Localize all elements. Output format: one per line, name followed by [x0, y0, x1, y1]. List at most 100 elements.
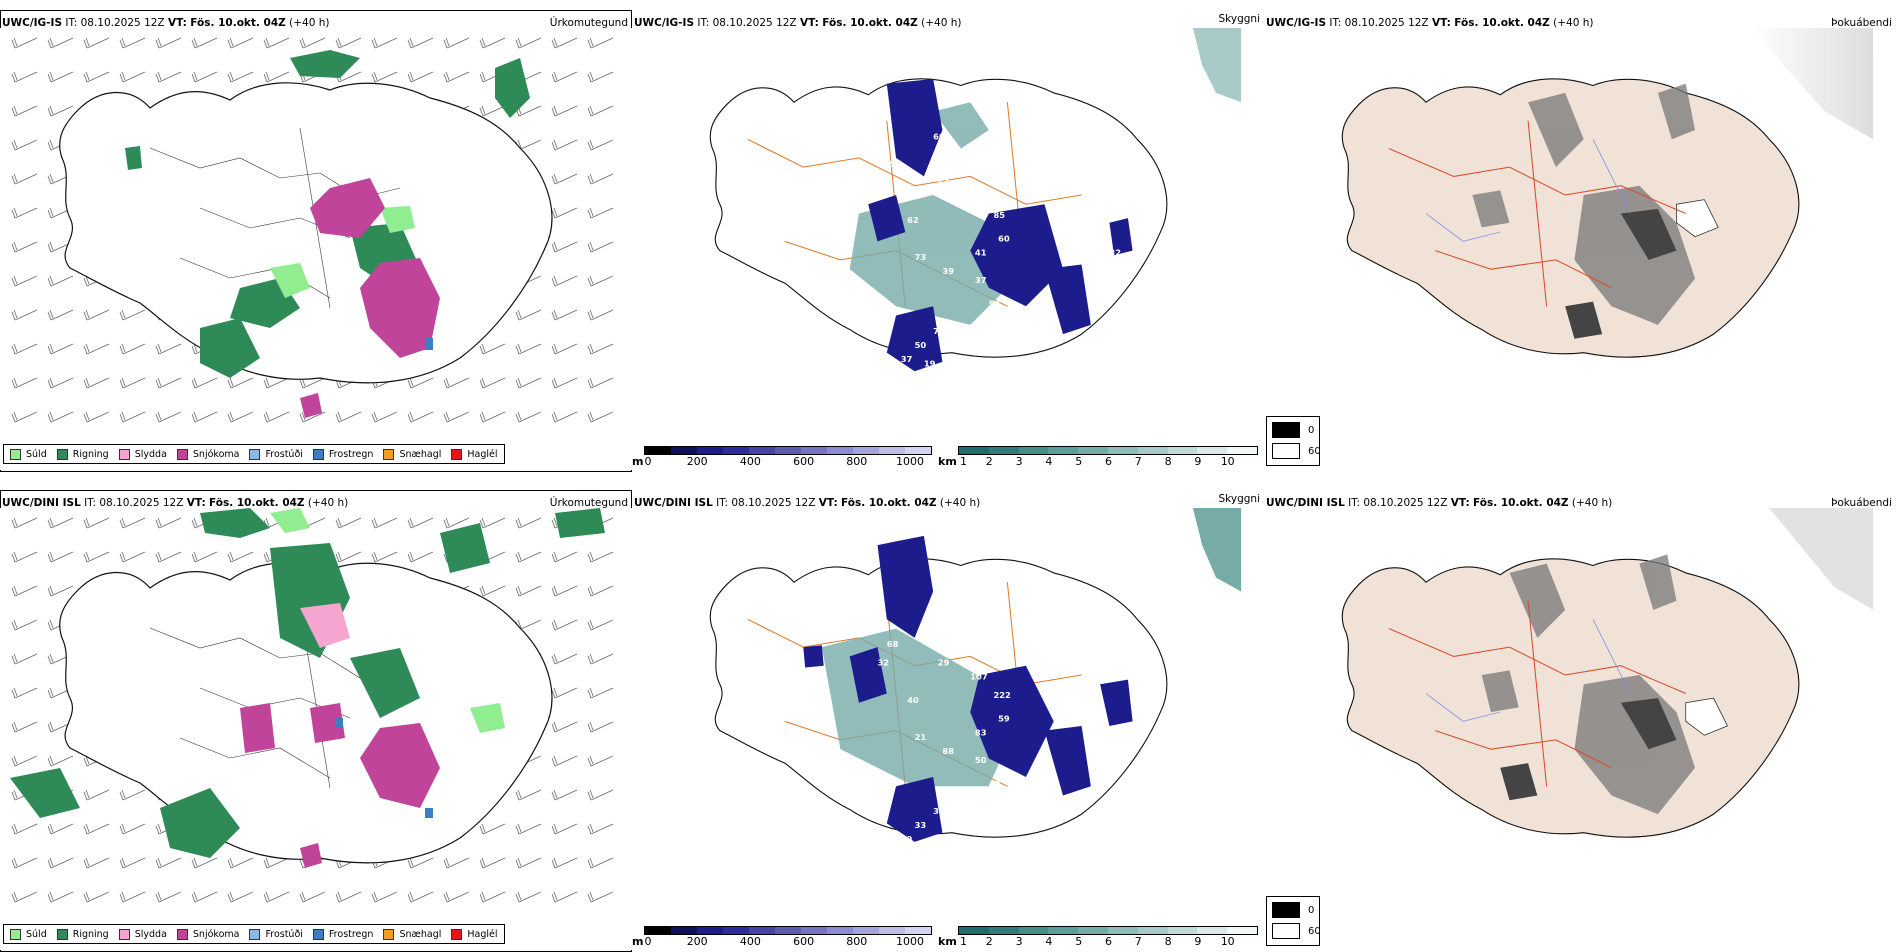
colorbar-tick: 5 — [1075, 935, 1083, 948]
wind-barb — [155, 857, 182, 869]
legend-swatch — [56, 448, 68, 460]
colorbar-segment — [1018, 447, 1049, 454]
colorbar-tick: 0 — [644, 935, 652, 948]
wind-barb — [335, 891, 362, 903]
visibility-unit: km — [938, 455, 957, 468]
road-network — [1388, 120, 1686, 307]
wind-barb — [11, 721, 38, 733]
wind-barb — [551, 343, 578, 355]
wind-barb — [263, 71, 290, 83]
wind-barb — [11, 309, 38, 321]
legend-swatch — [118, 928, 130, 940]
colorbar-tick: 3 — [1015, 455, 1023, 468]
legend-swatch — [176, 928, 188, 940]
wind-barb — [551, 105, 578, 117]
wind-barb — [11, 823, 38, 835]
wind-barb — [11, 755, 38, 767]
wind-barb — [227, 857, 254, 869]
wind-barb — [47, 891, 74, 903]
ceiling-unit: m — [632, 455, 644, 468]
wind-barb — [587, 241, 614, 253]
wind-barb — [587, 687, 614, 699]
wind-barb — [11, 241, 38, 253]
wind-barb — [479, 857, 506, 869]
wind-barb — [587, 37, 614, 49]
wind-barb — [155, 343, 182, 355]
init-label: IT: — [65, 17, 78, 29]
snow-areas — [300, 178, 440, 418]
wind-barb — [83, 71, 110, 83]
wind-barb — [587, 411, 614, 423]
wind-barb — [11, 105, 38, 117]
colorbar-tick: 8 — [1164, 455, 1172, 468]
legend-item: Snæhagl — [383, 928, 441, 940]
wind-barb — [407, 517, 434, 529]
colorbar-tick: 3 — [1015, 935, 1023, 948]
valid-label: VT: — [167, 17, 187, 29]
init-label: IT: — [716, 497, 729, 509]
model-name: UWC/DINI ISL — [634, 497, 713, 509]
legend-swatch — [383, 448, 395, 460]
wind-barb — [551, 755, 578, 767]
product-name: Úrkomutegund — [549, 17, 628, 29]
colorbar-segment — [1197, 447, 1228, 454]
wind-barb — [11, 653, 38, 665]
ceiling-label: 33 — [915, 820, 927, 830]
legend-swatch — [10, 928, 21, 940]
wind-barb — [443, 377, 470, 389]
legend-swatch — [249, 928, 261, 940]
colorbar-tick: 5 — [1075, 455, 1083, 468]
wind-barb — [11, 517, 38, 529]
wind-barb — [479, 377, 506, 389]
wind-barb — [443, 517, 470, 529]
wind-barb — [191, 377, 218, 389]
wind-barb — [83, 411, 110, 423]
precip-type-legend: Súld Rigning Slydda Snjókoma Frostúði Fr… — [3, 444, 505, 464]
colorbar-segment — [1078, 927, 1108, 934]
wind-barb — [47, 343, 74, 355]
wind-barb — [299, 891, 326, 903]
wind-barb — [371, 551, 398, 563]
colorbar-tick: 4 — [1045, 935, 1053, 948]
wind-barb — [551, 309, 578, 321]
wind-barb — [587, 789, 614, 801]
product-name: Skyggni — [1218, 493, 1261, 505]
ceiling-label: 60 — [933, 131, 945, 141]
colorbar-segment — [671, 927, 697, 934]
colorbar-tick: 0 — [644, 455, 652, 468]
colorbar-segment — [697, 447, 723, 454]
legend-swatch — [176, 448, 188, 460]
wind-barb — [11, 139, 38, 151]
legend-item: Snjókoma — [176, 928, 239, 940]
ceiling-label: 34 — [1100, 270, 1112, 280]
ceiling-label: 20 — [887, 159, 899, 169]
wind-barb — [263, 411, 290, 423]
colorbar-segment — [905, 447, 931, 454]
ceiling-label: 55 — [933, 848, 945, 858]
colorbar-segment — [775, 927, 801, 934]
ceiling-label: 222 — [993, 690, 1011, 700]
wind-barb — [479, 823, 506, 835]
ceiling-label: 626 — [966, 87, 984, 97]
wind-barb — [227, 37, 254, 49]
valid-label: VT: — [799, 17, 819, 29]
wind-barb — [515, 377, 542, 389]
wind-barb — [47, 823, 74, 835]
colorbar-segment — [1167, 927, 1198, 934]
colorbar-segment — [645, 927, 671, 934]
wind-barb — [47, 309, 74, 321]
legend-item: Súld — [10, 928, 47, 940]
panel-header: UWC/IG-IS IT: 08.10.2025 12Z VT: Fös. 10… — [634, 13, 1260, 30]
legend-item: Frostregn — [312, 448, 373, 460]
colorbar-tick: 9 — [1194, 455, 1202, 468]
ceiling-bar — [644, 446, 932, 455]
wind-barb — [551, 585, 578, 597]
wind-barb — [587, 619, 614, 631]
wind-barb — [479, 517, 506, 529]
wind-barb — [47, 275, 74, 287]
model-name: UWC/IG-IS — [634, 17, 695, 29]
legend-item: Slydda — [118, 448, 167, 460]
rivers — [1425, 139, 1631, 242]
visibility-panel-ig: UWC/IG-IS IT: 08.10.2025 12Z VT: Fös. 10… — [632, 10, 1264, 472]
wind-barb — [479, 37, 506, 49]
